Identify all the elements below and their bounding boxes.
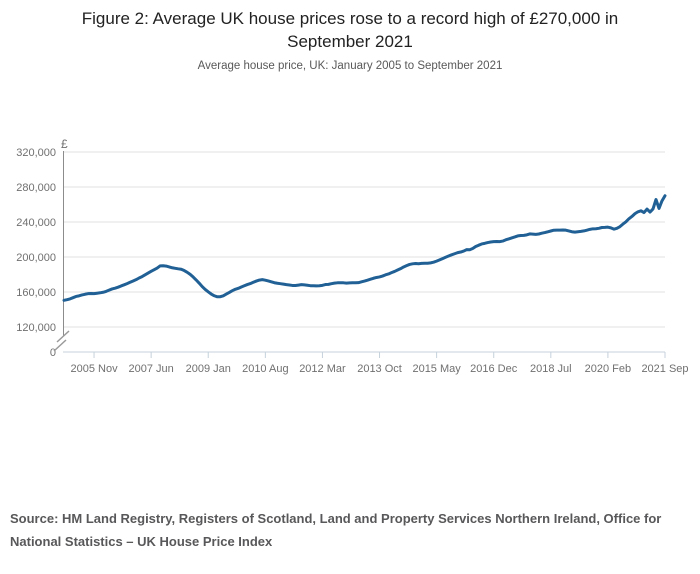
y-axis-tick-label: 160,000 — [16, 287, 56, 299]
axis-break-slash — [56, 330, 70, 343]
y-axis-tick-label: 120,000 — [16, 322, 56, 334]
y-axis-tick-label: 280,000 — [16, 182, 56, 194]
y-axis-tick-label: 320,000 — [16, 147, 56, 159]
y-axis-tick-label: 240,000 — [16, 217, 56, 229]
source-note: Source: HM Land Registry, Registers of S… — [10, 511, 662, 549]
y-axis-unit-label: £ — [61, 137, 68, 151]
x-axis-tick-label: 2020 Feb — [585, 363, 631, 375]
chart-subtitle: Average house price, UK: January 2005 to… — [197, 60, 503, 72]
axis-break-slash — [53, 339, 67, 352]
x-axis-tick-label: 2005 Nov — [71, 363, 119, 375]
x-axis-tick-label: 2013 Oct — [357, 363, 402, 375]
y-axis-tick-label: 0 — [50, 347, 56, 359]
x-axis-tick-label: 2010 Aug — [242, 363, 289, 375]
x-axis-tick-label: 2021 Sep — [641, 363, 688, 375]
x-axis-tick-label: 2007 Jun — [129, 363, 174, 375]
x-axis-tick-label: 2009 Jan — [186, 363, 231, 375]
house-price-series-line — [62, 194, 667, 302]
y-axis-tick-label: 200,000 — [16, 252, 56, 264]
x-axis-tick-label: 2016 Dec — [470, 363, 518, 375]
x-axis-tick-label: 2015 May — [412, 363, 461, 375]
chart-title: Figure 2: Average UK house prices rose t… — [81, 9, 619, 51]
x-axis-tick-label: 2012 Mar — [299, 363, 346, 375]
house-price-line-chart: 0 120,000 160,000 200,000 240,000 280,000 320,… — [16, 137, 688, 375]
x-axis-tick-label: 2018 Jul — [530, 363, 572, 375]
